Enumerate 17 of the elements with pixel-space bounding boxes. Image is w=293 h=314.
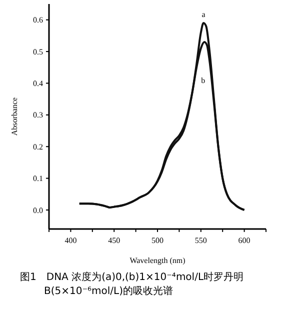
- x-axis-title: Wavelength (nm): [130, 256, 186, 265]
- y-tick-label: 0.5: [33, 47, 43, 56]
- x-tick-label: 550: [194, 236, 207, 245]
- y-tick-label: 0.4: [33, 79, 43, 88]
- x-tick-label: 500: [152, 236, 164, 245]
- x-tick-label: 400: [64, 236, 77, 245]
- y-tick-label: 0.3: [33, 110, 43, 120]
- annotation: b: [201, 76, 206, 86]
- y-tick-label: 0.0: [33, 206, 43, 215]
- annotation: a: [202, 10, 206, 20]
- y-axis-title: Absorbance: [10, 96, 19, 136]
- caption: 图1 DNA 浓度为(a)0,(b)1×10⁻⁴mol/L时罗丹明B(5×10⁻⁶mol/L)的吸收光谱: [20, 271, 245, 299]
- y-tick-label: 0.1: [33, 174, 43, 184]
- x-tick-label: 600: [238, 236, 250, 245]
- y-tick-label: 0.2: [33, 142, 43, 152]
- x-tick-label: 450: [108, 236, 120, 245]
- y-tick-label: 0.6: [33, 16, 43, 25]
